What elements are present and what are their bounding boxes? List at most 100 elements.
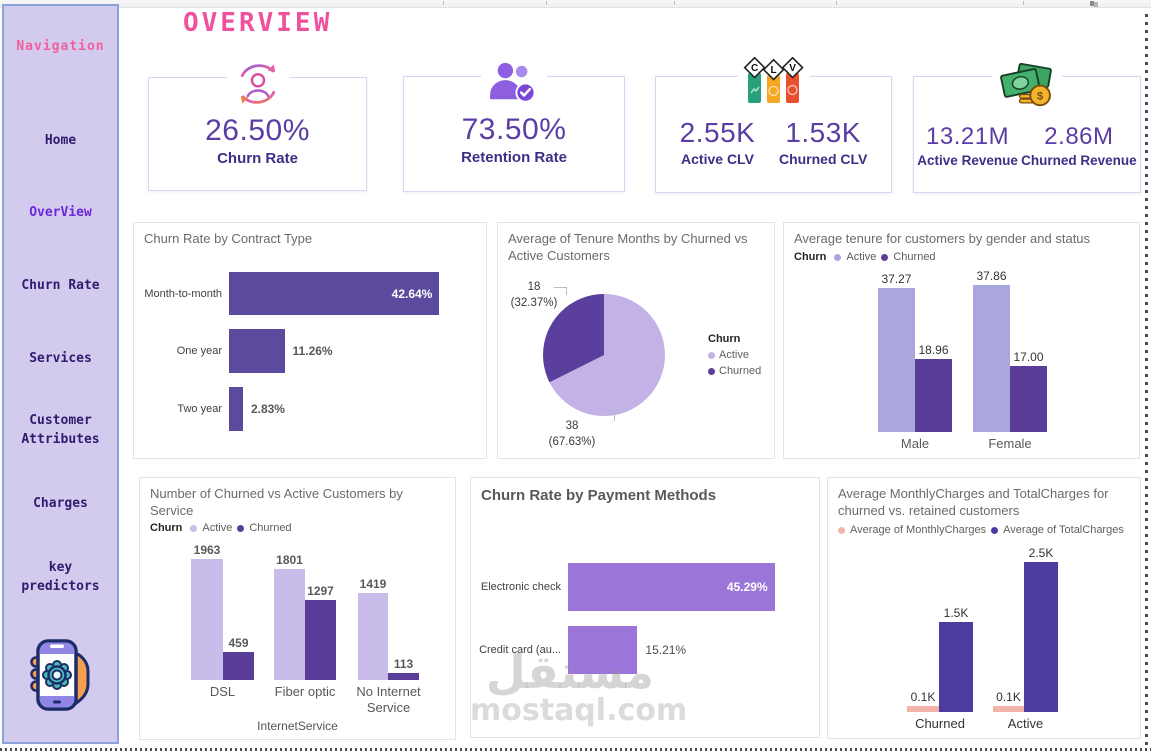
sidebar-item-key-predictors[interactable]: key predictors	[21, 560, 100, 594]
bar-fiber-active[interactable]	[274, 569, 305, 680]
svg-text:L: L	[770, 65, 776, 76]
value-label: 2.83%	[250, 402, 285, 416]
kpi-label: Churned Revenue	[1021, 153, 1137, 168]
category-label: Credit card (au...	[479, 644, 561, 656]
kpi-card-revenue: $ 13.21M Active Revenue 2.86M Churned Re…	[913, 62, 1141, 193]
bar-credit-card[interactable]	[568, 626, 638, 674]
value-label: 2.5K	[1028, 546, 1054, 560]
retention-users-icon	[481, 61, 547, 105]
bar-churned-monthly[interactable]	[907, 706, 939, 712]
legend-item-churned[interactable]: Churned	[249, 522, 292, 534]
bar-electronic-check[interactable]: 45.29%	[568, 563, 775, 611]
chart-legend: Churn Active Churned	[794, 251, 936, 263]
value-label: 45.29%	[726, 580, 768, 594]
pie-connector	[602, 414, 615, 421]
kpi-card-clv: C L V 2.55K Active CLV 1.53K Churned CLV	[655, 56, 892, 193]
churn-cycle-icon	[226, 58, 289, 110]
panel-tenure-pie: Average of Tenure Months by Churned vs A…	[497, 222, 775, 459]
legend-item-churned[interactable]: Churned	[708, 365, 761, 377]
bar-nointernet-active[interactable]	[358, 592, 388, 680]
ruler-tick	[674, 1, 675, 5]
sidebar-item-churn-rate[interactable]: Churn Rate	[21, 278, 100, 293]
legend-item-total-charges[interactable]: Average of TotalCharges	[1003, 524, 1124, 536]
kpi-value: 73.50%	[461, 113, 567, 146]
bar-group-churned: 0.1K 1.5K Churned	[907, 606, 973, 731]
kpi-value: 26.50%	[205, 114, 310, 147]
sidebar-item-customer-attributes[interactable]: Customer Attributes	[21, 413, 100, 447]
bar-nointernet-churned[interactable]	[388, 673, 419, 680]
svg-text:$: $	[1037, 91, 1044, 103]
category-label: Fiber optic	[274, 684, 336, 699]
kpi-metric-active-revenue: 13.21M Active Revenue	[917, 123, 1018, 168]
legend-dot	[881, 253, 889, 261]
bar-dsl-active[interactable]	[191, 559, 223, 680]
bar-two-year[interactable]	[229, 387, 243, 431]
kpi-metric-churned-revenue: 2.86M Churned Revenue	[1021, 123, 1137, 168]
pie-tenure[interactable]	[543, 294, 665, 416]
sidebar-item-services[interactable]: Services	[29, 351, 92, 366]
legend-dot	[838, 526, 845, 534]
legend-item-active[interactable]: Active	[708, 349, 761, 361]
value-label: 0.1K	[910, 690, 936, 704]
legend-item-active[interactable]: Active	[202, 522, 233, 534]
phone-gear-hand-icon[interactable]	[24, 636, 98, 723]
bar-fiber-churned[interactable]	[305, 600, 336, 680]
x-axis-title: InternetService	[257, 719, 338, 733]
bar-one-year[interactable]	[229, 329, 285, 373]
bar-female-active[interactable]	[973, 285, 1010, 432]
legend-item-active[interactable]: Active	[846, 251, 877, 263]
panel-churn-by-contract: Churn Rate by Contract Type Month-to-mon…	[133, 222, 487, 459]
ruler-tick	[546, 1, 547, 5]
legend-title: Churn	[150, 522, 183, 534]
ruler-tick	[1023, 1, 1024, 5]
pie-label-active: 38 (67.63%)	[548, 420, 596, 448]
sidebar-item-overview[interactable]: OverView	[29, 205, 92, 220]
legend-dot	[708, 367, 715, 375]
category-label: Active	[1007, 716, 1044, 731]
bar-dsl-churned[interactable]	[223, 651, 254, 680]
panel-tenure-by-gender: Average tenure for customers by gender a…	[783, 222, 1140, 459]
bar-active-total[interactable]	[1024, 562, 1058, 712]
category-label: Female	[988, 436, 1032, 451]
ruler-tick	[836, 1, 837, 5]
bar-month-to-month[interactable]: 42.64%	[229, 272, 440, 315]
legend-dot	[991, 526, 999, 534]
bar-male-churned[interactable]	[915, 358, 952, 432]
category-label: No Internet Service	[356, 684, 421, 715]
chart-legend: Average of MonthlyCharges Average of Tot…	[838, 524, 1124, 536]
kpi-label: Churned CLV	[778, 151, 868, 167]
bar-churned-total[interactable]	[939, 622, 973, 712]
value-label: 42.64%	[391, 286, 433, 301]
bar-group-dsl: 1963 459 DSL	[191, 543, 254, 699]
category-label: Electronic check	[480, 581, 561, 593]
value-label: 1297	[307, 584, 334, 599]
kpi-label: Retention Rate	[461, 149, 567, 166]
kpi-card-churn-rate: 26.50% Churn Rate	[148, 58, 367, 191]
value-label: 11.26%	[292, 344, 333, 358]
legend-item-monthly-charges[interactable]: Average of MonthlyCharges	[850, 524, 987, 536]
value-label: 37.86	[976, 269, 1007, 284]
bar-group-male: 37.27 18.96 Male	[878, 272, 952, 451]
top-right-artifact	[1090, 1, 1094, 6]
bar-female-churned[interactable]	[1010, 366, 1047, 432]
bar-row-credit-card: Credit card (au... 15.21%	[471, 626, 811, 674]
bar-male-active[interactable]	[878, 287, 915, 432]
top-ruler-strip	[0, 0, 1151, 8]
value-label: 459	[228, 635, 249, 650]
sidebar-header: Navigation	[16, 39, 105, 54]
sidebar-item-home[interactable]: Home	[44, 133, 77, 148]
bar-group-female: 37.86 17.00 Female	[973, 269, 1047, 451]
pie-legend: Churn Active Churned	[708, 333, 761, 381]
money-icon: $	[992, 62, 1062, 110]
legend-item-churned[interactable]: Churned	[893, 251, 936, 263]
chart-title: Churn Rate by Payment Methods	[481, 487, 717, 504]
bar-row-electronic-check: Electronic check 45.29%	[471, 563, 811, 611]
bar-active-monthly[interactable]	[993, 706, 1024, 712]
chart-title: Average MonthlyCharges and TotalCharges …	[838, 486, 1109, 518]
panel-churn-by-payment: Churn Rate by Payment Methods Electronic…	[470, 477, 820, 738]
sidebar-item-charges[interactable]: Charges	[33, 496, 88, 511]
category-label: Two year	[177, 403, 222, 415]
bar-group-fiber-optic: 1801 1297 Fiber optic	[274, 553, 336, 699]
